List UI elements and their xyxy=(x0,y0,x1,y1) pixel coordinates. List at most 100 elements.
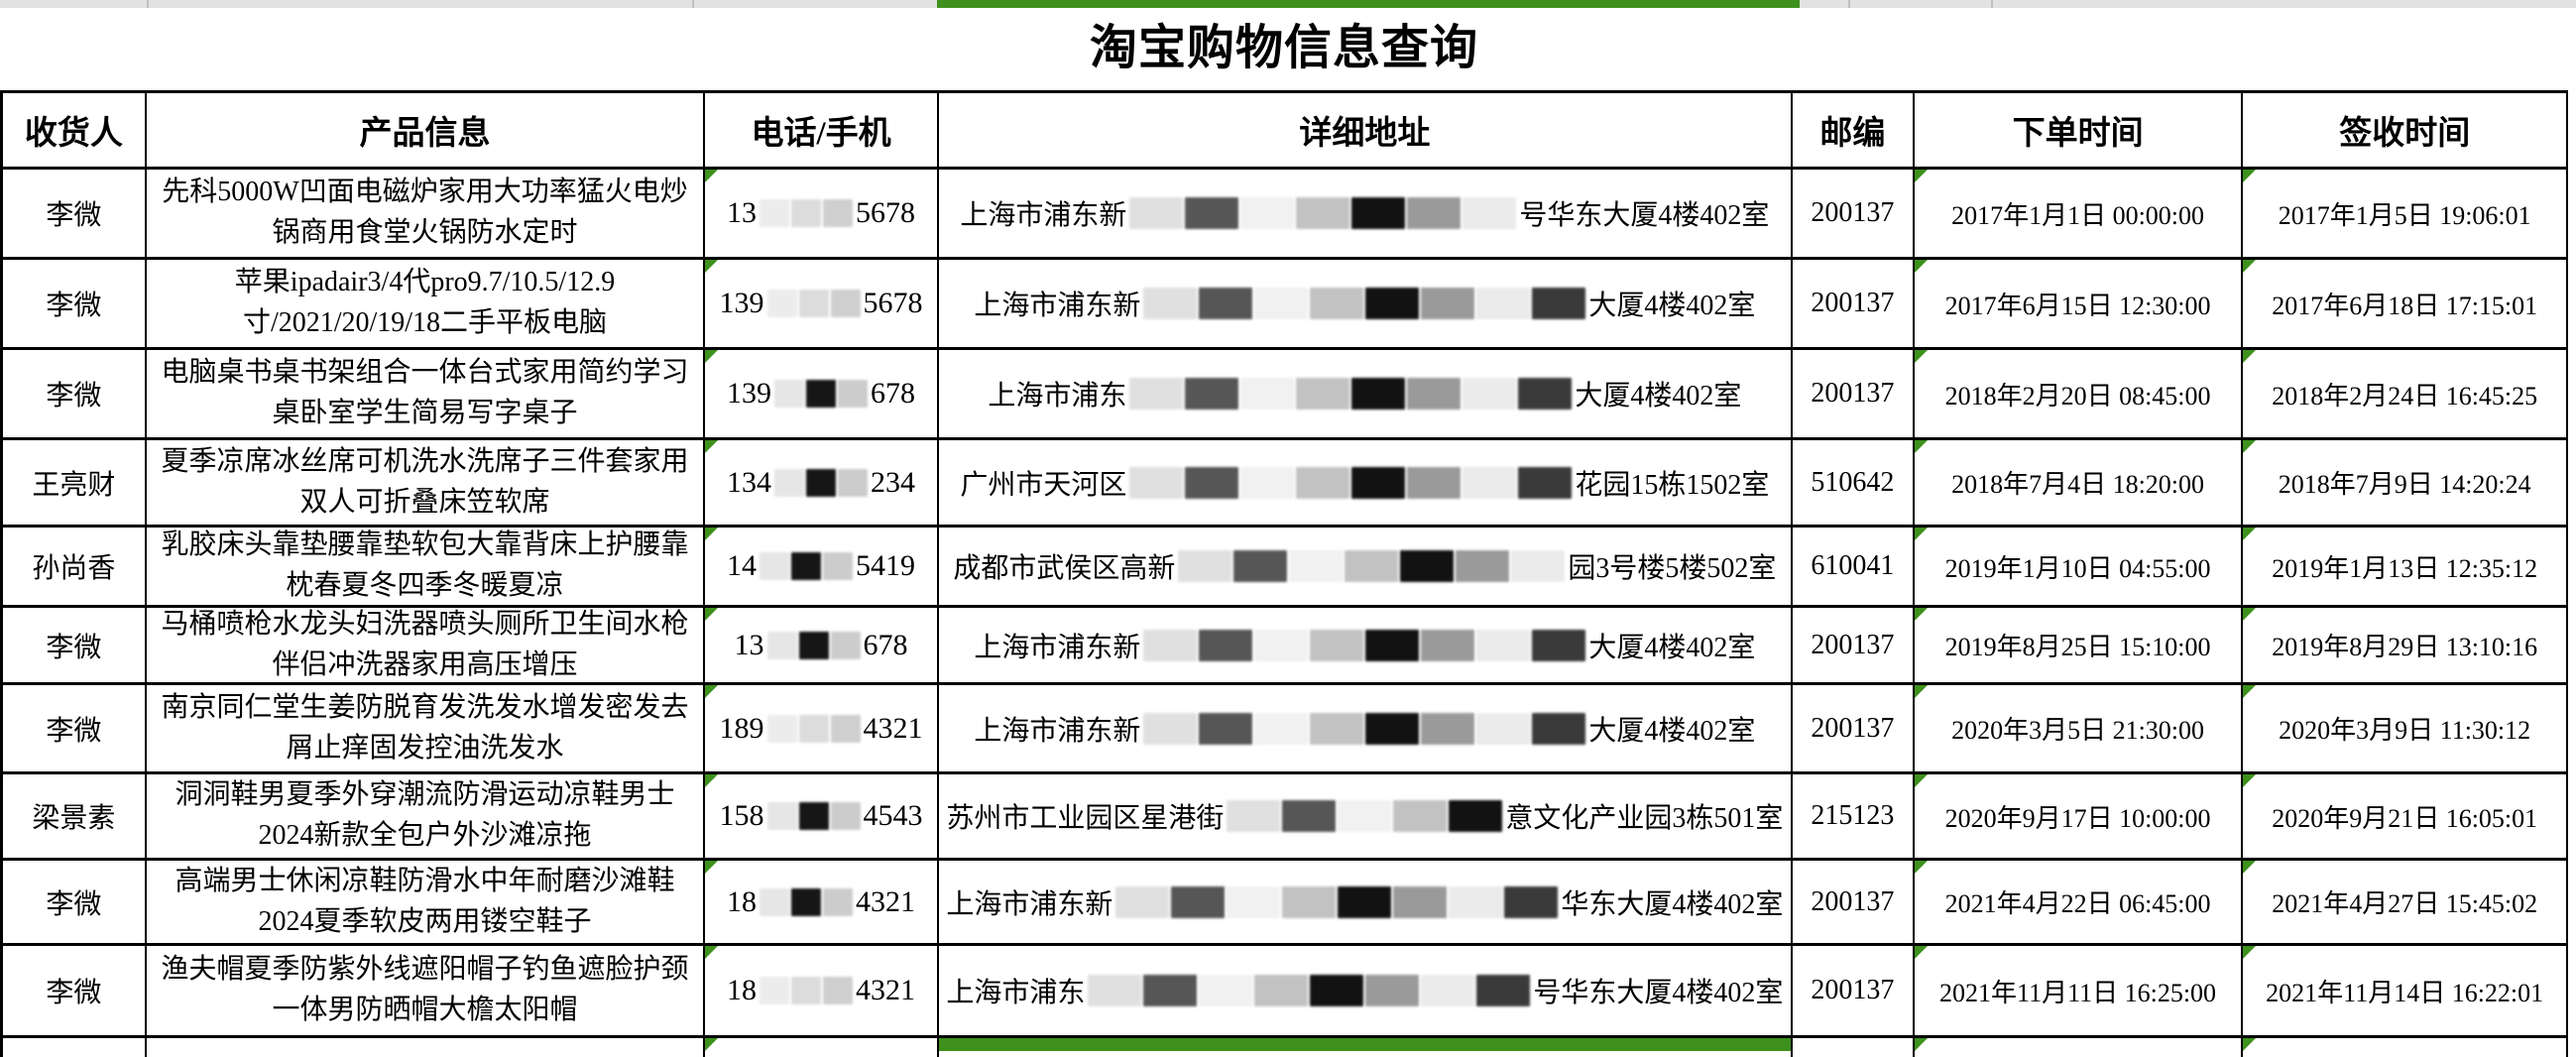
header-address[interactable]: 详细地址 xyxy=(938,93,1793,170)
header-phone[interactable]: 电话/手机 xyxy=(705,93,939,170)
cell-order-time[interactable]: 2019年8月25日 15:10:00 xyxy=(1914,608,2244,685)
cell-address[interactable]: 上海市浦东新 大厦4楼402室 xyxy=(938,260,1793,350)
sign-time-value: 2021年4月27日 15:45:02 xyxy=(2272,889,2538,918)
cell-product[interactable]: 先科5000W凹面电磁炉家用大功率猛火电炒锅商用食堂火锅防水定时 xyxy=(146,170,706,260)
cell-phone[interactable]: 134 234 xyxy=(705,440,939,528)
header-product[interactable]: 产品信息 xyxy=(146,93,706,170)
cell-sign-time[interactable]: 2019年1月13日 12:35:12 xyxy=(2243,528,2568,608)
cell-address[interactable] xyxy=(938,1038,1793,1057)
cell-sign-time[interactable]: 2019年8月29日 13:10:16 xyxy=(2243,608,2568,685)
cell-zip[interactable]: 200137 xyxy=(1792,350,1915,440)
cell-order-time[interactable]: 2020年3月5日 21:30:00 xyxy=(1914,685,2244,774)
cell-product[interactable]: 马桶喷枪水龙头妇洗器喷头厕所卫生间水枪伴侣冲洗器家用高压增压 xyxy=(146,608,706,685)
cell-address[interactable]: 广州市天河区 花园15栋1502室 xyxy=(938,440,1793,528)
cell-order-time[interactable] xyxy=(1914,1038,2244,1057)
cell-order-time[interactable]: 2019年1月10日 04:55:00 xyxy=(1914,528,2244,608)
cell-consignee[interactable]: 李微 xyxy=(3,260,147,350)
order-time-value: 2019年1月10日 04:55:00 xyxy=(1944,553,2211,583)
cell-address[interactable]: 上海市浦东 大厦4楼402室 xyxy=(938,350,1793,440)
redaction-block xyxy=(1254,629,1309,661)
cell-zip[interactable]: 610041 xyxy=(1792,528,1915,608)
cell-phone[interactable]: 13 5678 xyxy=(705,170,939,260)
cell-product[interactable]: 洞洞鞋男夏季外穿潮流防滑运动凉鞋男士2024新款全包户外沙滩凉拖 xyxy=(146,774,706,861)
cell-consignee[interactable]: 王亮财 xyxy=(3,440,147,528)
error-indicator-icon xyxy=(2243,774,2257,787)
cell-order-time[interactable]: 2017年6月15日 12:30:00 xyxy=(1914,260,2244,350)
cell-phone[interactable]: 139 678 xyxy=(705,350,939,440)
cell-product[interactable]: 高端男士休闲凉鞋防滑水中年耐磨沙滩鞋2024夏季软皮两用镂空鞋子 xyxy=(146,861,706,946)
address-suffix: 华东大厦4楼402室 xyxy=(1561,888,1784,920)
cell-sign-time[interactable] xyxy=(2243,1038,2568,1057)
cell-consignee[interactable]: 李微 xyxy=(3,946,147,1038)
cell-zip[interactable] xyxy=(1793,1038,1915,1057)
cell-consignee[interactable]: 梁景素 xyxy=(3,774,147,861)
cell-address[interactable]: 成都市武侯区高新 园3号楼5楼502室 xyxy=(938,528,1793,608)
cell-zip[interactable]: 200137 xyxy=(1792,608,1915,685)
cell-consignee[interactable]: 李微 xyxy=(3,685,147,774)
cell-consignee[interactable] xyxy=(3,1038,147,1057)
cell-sign-time[interactable]: 2021年4月27日 15:45:02 xyxy=(2243,861,2568,946)
cell-order-time[interactable]: 2021年11月11日 16:25:00 xyxy=(1914,946,2244,1038)
cell-address[interactable]: 上海市浦东新 号华东大厦4楼402室 xyxy=(938,170,1793,260)
selection-highlight-bar xyxy=(938,1038,1791,1051)
cell-sign-time[interactable]: 2017年6月18日 17:15:01 xyxy=(2243,260,2568,350)
cell-zip[interactable]: 200137 xyxy=(1792,861,1915,946)
cell-phone[interactable]: 18 4321 xyxy=(705,946,939,1038)
cell-zip[interactable]: 200137 xyxy=(1792,170,1915,260)
cell-phone[interactable]: 158 4543 xyxy=(705,774,939,861)
cell-order-time[interactable]: 2020年9月17日 10:00:00 xyxy=(1914,774,2244,861)
header-consignee[interactable]: 收货人 xyxy=(3,93,147,170)
cell-order-time[interactable]: 2018年2月20日 08:45:00 xyxy=(1914,350,2244,440)
cell-sign-time[interactable]: 2018年7月9日 14:20:24 xyxy=(2243,440,2568,528)
cell-address[interactable]: 上海市浦东新 大厦4楼402室 xyxy=(938,685,1793,774)
cell-product[interactable]: 渔夫帽夏季防紫外线遮阳帽子钓鱼遮脸护颈一体男防晒帽大檐太阳帽 xyxy=(146,946,706,1038)
cell-phone[interactable]: 14 5419 xyxy=(705,528,939,608)
cell-product[interactable] xyxy=(147,1038,706,1057)
topbar-divider xyxy=(692,0,694,8)
cell-address[interactable]: 上海市浦东新 华东大厦4楼402室 xyxy=(938,861,1793,946)
cell-address[interactable]: 苏州市工业园区星港街 意文化产业园3栋501室 xyxy=(938,774,1793,861)
cell-product[interactable]: 电脑桌书桌书架组合一体台式家用简约学习桌卧室学生简易写字桌子 xyxy=(146,350,706,440)
cell-phone[interactable]: 13 678 xyxy=(705,608,939,685)
cell-product[interactable]: 乳胶床头靠垫腰靠垫软包大靠背床上护腰靠枕春夏冬四季冬暖夏凉 xyxy=(146,528,706,608)
cell-zip[interactable]: 200137 xyxy=(1792,946,1915,1038)
page-title: 淘宝购物信息查询 xyxy=(1089,22,1478,74)
cell-product[interactable]: 苹果ipadair3/4代pro9.7/10.5/12.9寸/2021/20/1… xyxy=(146,260,706,350)
cell-sign-time[interactable]: 2018年2月24日 16:45:25 xyxy=(2243,350,2568,440)
cell-phone[interactable] xyxy=(705,1038,939,1057)
cell-sign-time[interactable]: 2017年1月5日 19:06:01 xyxy=(2243,170,2568,260)
redaction-block xyxy=(1407,378,1462,410)
cell-consignee[interactable]: 孙尚香 xyxy=(3,528,147,608)
phone-suffix: 5419 xyxy=(856,549,916,582)
cell-zip[interactable]: 200137 xyxy=(1792,685,1915,774)
sign-time-value: 2017年6月18日 17:15:01 xyxy=(2272,291,2538,320)
cell-consignee[interactable]: 李微 xyxy=(3,170,147,260)
cell-order-time[interactable]: 2018年7月4日 18:20:00 xyxy=(1914,440,2244,528)
cell-zip[interactable]: 215123 xyxy=(1792,774,1915,861)
order-time-value: 2018年7月4日 18:20:00 xyxy=(1951,470,2205,499)
cell-address[interactable]: 上海市浦东新 大厦4楼402室 xyxy=(938,608,1793,685)
cell-consignee[interactable]: 李微 xyxy=(3,350,147,440)
cell-phone[interactable]: 18 4321 xyxy=(705,861,939,946)
cell-order-time[interactable]: 2017年1月1日 00:00:00 xyxy=(1914,170,2244,260)
error-indicator-icon xyxy=(2243,440,2257,453)
cell-zip[interactable]: 510642 xyxy=(1792,440,1915,528)
cell-consignee[interactable]: 李微 xyxy=(3,608,147,685)
address-prefix: 广州市天河区 xyxy=(960,469,1127,501)
cell-order-time[interactable]: 2021年4月22日 06:45:00 xyxy=(1914,861,2244,946)
cell-phone[interactable]: 139 5678 xyxy=(705,260,939,350)
cell-address[interactable]: 上海市浦东 号华东大厦4楼402室 xyxy=(938,946,1793,1038)
header-zip[interactable]: 邮编 xyxy=(1792,93,1915,170)
redaction-block xyxy=(1338,885,1392,918)
header-sign-time[interactable]: 签收时间 xyxy=(2243,93,2568,170)
cell-phone[interactable]: 189 4321 xyxy=(705,685,939,774)
cell-product[interactable]: 夏季凉席冰丝席可机洗水洗席子三件套家用双人可折叠床笠软席 xyxy=(146,440,706,528)
cell-sign-time[interactable]: 2020年3月9日 11:30:12 xyxy=(2243,685,2568,774)
cell-zip[interactable]: 200137 xyxy=(1792,260,1915,350)
cell-sign-time[interactable]: 2020年9月21日 16:05:01 xyxy=(2243,774,2568,861)
cell-product[interactable]: 南京同仁堂生姜防脱育发洗发水增发密发去屑止痒固发控油洗发水 xyxy=(146,685,706,774)
header-order-time[interactable]: 下单时间 xyxy=(1914,93,2244,170)
cell-sign-time[interactable]: 2021年11月14日 16:22:01 xyxy=(2243,946,2568,1038)
redaction-block xyxy=(1115,885,1170,918)
cell-consignee[interactable]: 李微 xyxy=(3,861,147,946)
